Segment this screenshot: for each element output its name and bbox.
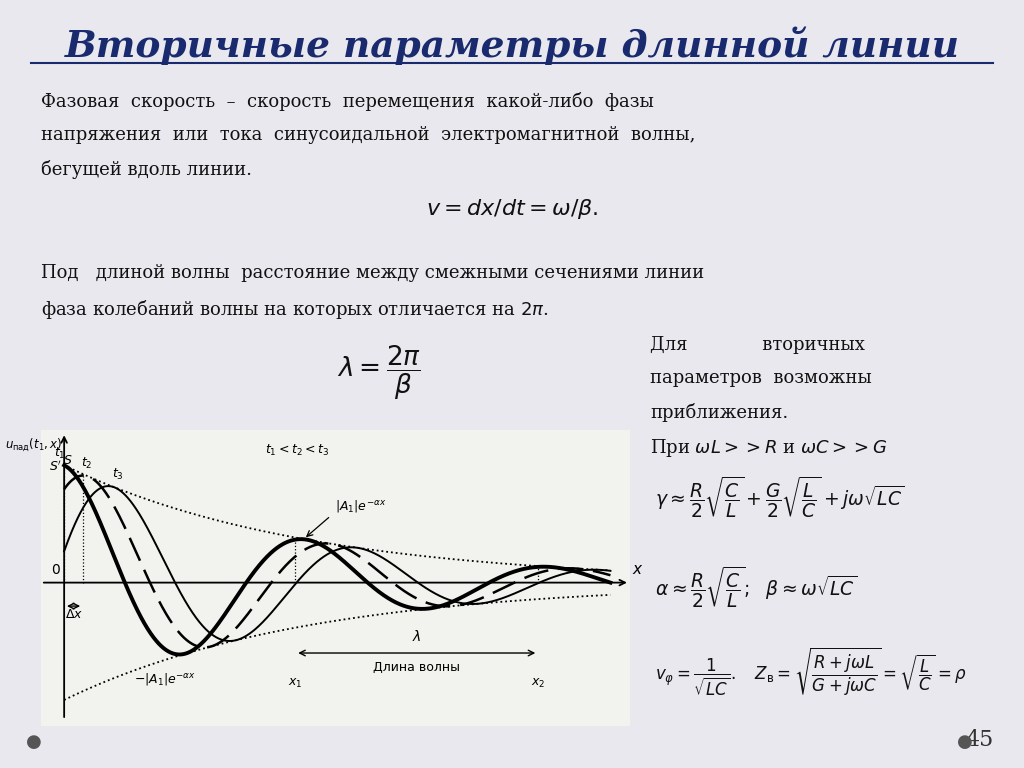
- Text: Для             вторичных: Для вторичных: [650, 336, 865, 353]
- Text: $v_{\varphi} = \dfrac{1}{\sqrt{LC}}.\quad Z_{\text{в}} = \sqrt{\dfrac{R + j\omeg: $v_{\varphi} = \dfrac{1}{\sqrt{LC}}.\qua…: [655, 646, 967, 698]
- Text: ●: ●: [957, 733, 973, 751]
- Text: Фазовая  скорость  –  скорость  перемещения  какой-либо  фазы: Фазовая скорость – скорость перемещения …: [41, 92, 654, 111]
- Text: ●: ●: [26, 733, 41, 751]
- Text: $\lambda = \dfrac{2\pi}{\beta}$: $\lambda = \dfrac{2\pi}{\beta}$: [337, 343, 421, 402]
- Text: $x_1$: $x_1$: [288, 677, 302, 690]
- Text: $t_1$: $t_1$: [54, 446, 67, 461]
- Text: Под   длиной волны  расстояние между смежными сечениями линии: Под длиной волны расстояние между смежны…: [41, 264, 705, 282]
- Text: $S$: $S$: [63, 454, 73, 467]
- Text: Длина волны: Длина волны: [374, 660, 460, 674]
- Text: $\Delta x$: $\Delta x$: [65, 607, 83, 621]
- Text: $|A_1|e^{-\alpha x}$: $|A_1|e^{-\alpha x}$: [335, 498, 386, 515]
- Text: $x$: $x$: [632, 561, 643, 577]
- Text: Вторичные параметры длинной линии: Вторичные параметры длинной линии: [65, 27, 959, 65]
- Text: бегущей вдоль линии.: бегущей вдоль линии.: [41, 160, 252, 179]
- Text: 45: 45: [965, 729, 993, 751]
- Text: фаза колебаний волны на которых отличается на $2\pi$.: фаза колебаний волны на которых отличает…: [41, 298, 549, 321]
- Text: $t_3$: $t_3$: [112, 467, 124, 482]
- Text: $t_2$: $t_2$: [81, 456, 92, 472]
- Text: $u_{\rm пад}(t_1,x)$: $u_{\rm пад}(t_1,x)$: [5, 436, 62, 453]
- Text: $v = dx/dt = \omega/\beta.$: $v = dx/dt = \omega/\beta.$: [426, 197, 598, 221]
- Text: $\gamma \approx \dfrac{R}{2}\sqrt{\dfrac{C}{L}} + \dfrac{G}{2}\sqrt{\dfrac{L}{C}: $\gamma \approx \dfrac{R}{2}\sqrt{\dfrac…: [655, 475, 905, 520]
- Text: $-|A_1|e^{-\alpha x}$: $-|A_1|e^{-\alpha x}$: [134, 670, 196, 687]
- Text: напряжения  или  тока  синусоидальной  электромагнитной  волны,: напряжения или тока синусоидальной элект…: [41, 126, 695, 144]
- Text: $S'$: $S'$: [49, 459, 62, 474]
- Text: При $\omega L >> R$ и $\omega C >> G$: При $\omega L >> R$ и $\omega C >> G$: [650, 437, 888, 459]
- Text: $\alpha \approx \dfrac{R}{2}\sqrt{\dfrac{C}{L}};\ \ \beta \approx \omega\sqrt{LC: $\alpha \approx \dfrac{R}{2}\sqrt{\dfrac…: [655, 565, 858, 611]
- Text: $\lambda$: $\lambda$: [412, 629, 422, 644]
- Text: $t_1 < t_2 < t_3$: $t_1 < t_2 < t_3$: [265, 442, 329, 458]
- Text: $x_2$: $x_2$: [531, 677, 546, 690]
- Text: параметров  возможны: параметров возможны: [650, 369, 872, 387]
- Text: 0: 0: [51, 563, 59, 577]
- Text: приближения.: приближения.: [650, 403, 788, 422]
